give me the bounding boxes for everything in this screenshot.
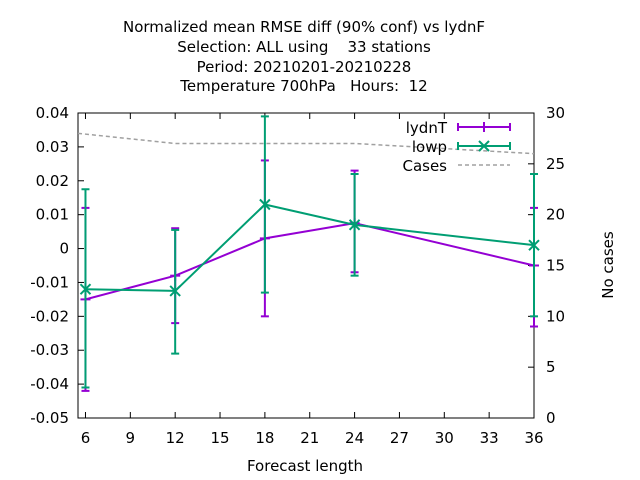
x-tick-label: 21 [300, 429, 319, 447]
x-tick-label: 36 [524, 429, 543, 447]
legend-marker-lowp [478, 140, 490, 152]
x-tick-label: 12 [166, 429, 185, 447]
y2-tick-label: 10 [546, 307, 565, 325]
data-point-lowp [79, 283, 92, 295]
legend-label-lydnT: lydnT [406, 119, 448, 137]
data-point-lowp [348, 219, 361, 231]
y-axis-left: -0.05 -0.04 -0.03 -0.02 -0.01 0 0.01 0.02 0.03 0.… [30, 104, 84, 427]
series-cases [77, 132, 535, 155]
x-tick-label: 6 [81, 429, 91, 447]
y-tick-label: -0.05 [30, 409, 69, 427]
series-lydnT [80, 159, 539, 392]
y2-tick-label: 20 [546, 206, 565, 224]
x-tick-label: 33 [480, 429, 499, 447]
legend: lydnT lowp Cases [402, 119, 511, 175]
legend-label-cases: Cases [402, 157, 447, 175]
title-line-1: Normalized mean RMSE diff (90% conf) vs … [123, 18, 485, 36]
x-tick-label: 18 [255, 429, 274, 447]
y-axis-right: 0 5 10 15 20 25 30 [528, 104, 565, 427]
title-line-2: Selection: ALL using 33 stations [177, 38, 431, 56]
x-tick-label: 27 [390, 429, 409, 447]
y2-tick-label: 25 [546, 155, 565, 173]
y2-axis-title: No cases [599, 231, 617, 299]
x-tick-label: 24 [345, 429, 364, 447]
plot-frame [77, 112, 535, 419]
y-tick-label: 0 [59, 240, 69, 258]
x-tick-label: 15 [210, 429, 229, 447]
plot-area [77, 115, 540, 392]
data-point-lowp [169, 285, 181, 297]
title-line-4: Temperature 700hPa Hours: 12 [179, 77, 427, 95]
y-tick-label: 0.03 [36, 138, 69, 156]
y2-tick-label: 0 [546, 409, 556, 427]
legend-label-lowp: lowp [412, 138, 447, 156]
data-point-lowp [528, 239, 540, 251]
y-tick-label: 0.04 [36, 104, 69, 122]
y2-tick-label: 15 [546, 257, 565, 275]
y2-tick-label: 30 [546, 104, 565, 122]
y-tick-label: -0.04 [30, 375, 69, 393]
y-tick-label: 0.01 [36, 206, 69, 224]
title-line-3: Period: 20210201-20210228 [197, 58, 412, 76]
chart-title: Normalized mean RMSE diff (90% conf) vs … [123, 18, 485, 95]
x-tick-label: 30 [435, 429, 454, 447]
data-point-lowp [259, 198, 271, 211]
y-tick-label: -0.02 [30, 307, 69, 325]
y2-tick-label: 5 [546, 358, 556, 376]
y-tick-label: -0.03 [30, 341, 69, 359]
y-tick-label: -0.01 [30, 273, 69, 291]
series-lowp [79, 115, 540, 389]
series-line-lowp [85, 203, 535, 292]
y-tick-label: 0.02 [36, 172, 69, 190]
series-line-lydnT [85, 222, 535, 301]
x-axis-title: Forecast length [247, 457, 363, 475]
x-axis: 6 9 12 15 18 21 24 27 30 33 36 [81, 113, 544, 447]
x-tick-label: 9 [126, 429, 136, 447]
series-line-cases [77, 132, 535, 155]
